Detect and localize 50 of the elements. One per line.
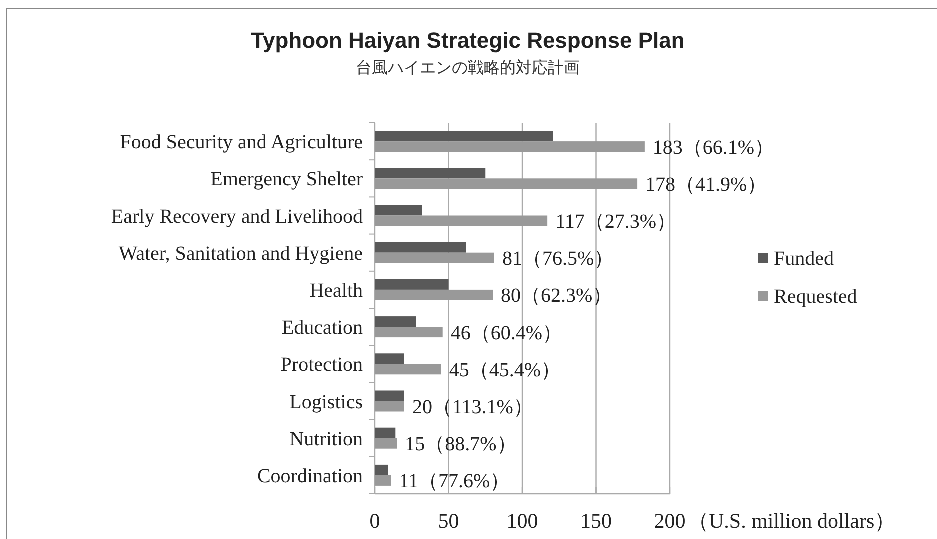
- bar: [375, 401, 404, 412]
- x-tick-label: 200: [654, 509, 686, 533]
- bar: [375, 178, 638, 190]
- bar: [375, 364, 442, 375]
- x-tick-label: 0: [370, 509, 380, 533]
- data-label: 178（41.9%）: [646, 174, 768, 196]
- bar: [375, 438, 398, 449]
- y-tick-label: Logistics: [290, 391, 364, 414]
- data-label: 45（45.4%）: [449, 359, 562, 382]
- bar: [375, 216, 548, 226]
- bar: [375, 142, 645, 152]
- bar: [375, 131, 554, 142]
- data-label: 183（66.1%）: [652, 136, 775, 159]
- bar: [375, 252, 494, 264]
- y-tick-label: Early Recovery and Livelihood: [111, 206, 363, 228]
- data-label: 81（76.5%）: [502, 248, 614, 270]
- data-label: 117（27.3%）: [556, 211, 676, 233]
- bar: [375, 168, 486, 179]
- bar: [375, 316, 416, 328]
- y-tick-label: Emergency Shelter: [210, 168, 364, 191]
- data-label: 15（88.7%）: [405, 434, 517, 456]
- bar: [375, 290, 493, 300]
- x-axis-title: （U.S. million dollars）: [688, 509, 896, 533]
- bar: [375, 428, 396, 438]
- y-tick-label: Nutrition: [290, 428, 363, 450]
- bar: [375, 464, 388, 476]
- bar: [375, 390, 404, 402]
- y-tick-label: Education: [282, 317, 363, 340]
- y-tick-label: Food Security and Agriculture: [120, 132, 364, 154]
- y-tick-label: Water, Sanitation and Hygiene: [118, 242, 364, 265]
- legend-label: Requested: [774, 286, 858, 308]
- y-tick-label: Coordination: [257, 465, 363, 488]
- bar: [375, 327, 443, 338]
- data-label: 20（113.1%）: [412, 396, 534, 418]
- legend-label: Funded: [774, 248, 834, 270]
- x-tick-label: 150: [580, 509, 612, 533]
- bar: [375, 354, 404, 364]
- chart-title: Typhoon Haiyan Strategic Response Plan: [251, 28, 685, 53]
- y-tick-label: Health: [310, 280, 363, 302]
- bar: [375, 279, 449, 290]
- chart-subtitle: 台風ハイエンの戦略的対応計画: [356, 59, 580, 77]
- bar: [375, 242, 466, 253]
- x-tick-label: 50: [438, 509, 460, 533]
- bar: [375, 475, 392, 486]
- y-tick-label: Protection: [280, 354, 363, 376]
- bar: [375, 205, 422, 216]
- data-label: 46（60.4%）: [450, 322, 563, 344]
- x-tick-label: 100: [506, 509, 538, 533]
- data-label: 80（62.3%）: [501, 285, 613, 308]
- data-label: 11（77.6%）: [399, 470, 510, 493]
